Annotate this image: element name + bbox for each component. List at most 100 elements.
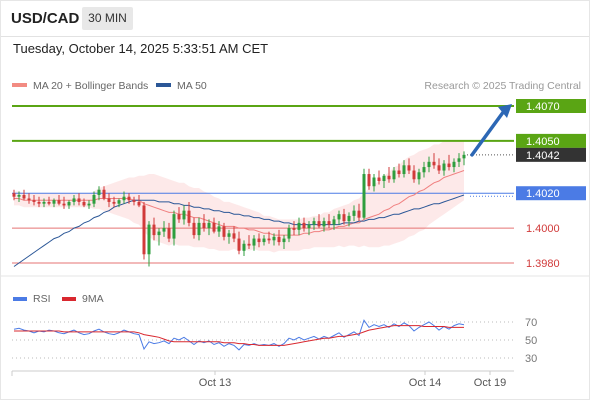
current-price-label-bg bbox=[516, 147, 586, 162]
candle-body bbox=[262, 238, 266, 243]
candle-body bbox=[27, 198, 31, 201]
current-price-label: 1.4042 bbox=[526, 150, 560, 162]
candle-body bbox=[22, 194, 26, 199]
ma50-line bbox=[13, 194, 465, 267]
candle-body bbox=[72, 198, 76, 202]
candle-body bbox=[182, 210, 186, 220]
candle-body bbox=[132, 200, 136, 202]
candle-body bbox=[197, 222, 201, 236]
candle-body bbox=[117, 200, 121, 204]
candle-body bbox=[17, 194, 21, 197]
candle-body bbox=[152, 224, 156, 236]
candle-body bbox=[162, 228, 166, 232]
level-label-1-4050-bg bbox=[516, 133, 586, 148]
candle-body bbox=[52, 200, 56, 204]
candle-body bbox=[452, 161, 456, 168]
candle-body bbox=[387, 175, 391, 180]
candle-body bbox=[352, 210, 356, 216]
candle-body bbox=[407, 165, 411, 171]
candle-body bbox=[272, 236, 276, 241]
candle-body bbox=[187, 210, 191, 223]
candle-body bbox=[217, 226, 221, 232]
candle-body bbox=[317, 221, 321, 227]
candle-body bbox=[232, 233, 236, 239]
candle-body bbox=[362, 174, 366, 218]
candle-body bbox=[12, 193, 16, 197]
candle-body bbox=[277, 236, 281, 243]
candle-body bbox=[437, 165, 441, 171]
candle-body bbox=[142, 205, 146, 255]
candle-body bbox=[357, 210, 361, 218]
rsi-tick-70: 70 bbox=[525, 317, 537, 329]
candle-body bbox=[442, 163, 446, 171]
candle-body bbox=[427, 161, 431, 168]
rsi-swatch bbox=[13, 297, 27, 301]
rsi-ma9-line bbox=[14, 325, 464, 346]
bollinger-band bbox=[14, 140, 464, 253]
candle-body bbox=[397, 170, 401, 175]
candle-body bbox=[37, 201, 41, 204]
candle-body bbox=[342, 214, 346, 222]
arrow-up-right-icon bbox=[470, 104, 512, 157]
level-label-1-4020-bg bbox=[516, 186, 586, 201]
candle-body bbox=[307, 224, 311, 229]
candle-body bbox=[322, 221, 326, 227]
candle-body bbox=[177, 214, 181, 220]
candle-body bbox=[227, 233, 231, 237]
timestamp: Tuesday, October 14, 2025 5:33:51 AM CET bbox=[13, 41, 269, 56]
rsi-tick-30: 30 bbox=[525, 353, 537, 365]
rsi-line bbox=[13, 319, 465, 351]
level-label-1-3980: 1.3980 bbox=[526, 258, 560, 270]
x-tick-label-oct-13: Oct 13 bbox=[199, 377, 231, 389]
candle-body bbox=[347, 215, 351, 222]
candle-body bbox=[367, 174, 371, 187]
candle-body bbox=[122, 196, 126, 201]
candle-body bbox=[282, 238, 286, 243]
ma20-swatch bbox=[12, 83, 27, 88]
candle-body bbox=[207, 222, 211, 229]
candle-body bbox=[147, 224, 151, 255]
candle-body bbox=[412, 170, 416, 180]
candle-body bbox=[167, 228, 171, 239]
candle-body bbox=[237, 238, 241, 251]
header-divider bbox=[0, 36, 590, 37]
chart-header: USD/CAD 30 MIN bbox=[0, 0, 590, 36]
candle-body bbox=[287, 228, 291, 239]
candle-body bbox=[32, 200, 36, 202]
rsi-tick-50: 50 bbox=[525, 335, 537, 347]
candle-body bbox=[82, 201, 86, 206]
candle-body bbox=[242, 243, 246, 251]
candle-body bbox=[432, 161, 436, 166]
candle-body bbox=[102, 189, 106, 199]
candle-body bbox=[327, 221, 331, 225]
candle-body bbox=[157, 231, 161, 236]
timeframe-badge[interactable]: 30 MIN bbox=[82, 7, 133, 30]
candle-body bbox=[77, 198, 81, 202]
candle-body bbox=[457, 158, 461, 162]
candle-body bbox=[222, 226, 226, 237]
candle-body bbox=[402, 165, 406, 175]
candle-body bbox=[417, 172, 421, 180]
candle-body bbox=[127, 196, 131, 201]
candle-body bbox=[337, 214, 341, 220]
level-label-1-4000: 1.4000 bbox=[526, 223, 560, 235]
candle-body bbox=[267, 238, 271, 241]
candle-body bbox=[67, 201, 71, 206]
candle-body bbox=[377, 177, 381, 182]
candle-body bbox=[47, 201, 51, 204]
candle-body bbox=[292, 228, 296, 230]
candle-body bbox=[257, 238, 261, 243]
candle-body bbox=[332, 219, 336, 225]
candle-body bbox=[172, 214, 176, 239]
candle-body bbox=[192, 222, 196, 236]
candle-body bbox=[422, 167, 426, 173]
source-credit: Research © 2025 Trading Central bbox=[424, 80, 581, 92]
candle-body bbox=[57, 200, 61, 204]
candle-body bbox=[87, 203, 91, 206]
candle-body bbox=[372, 177, 376, 187]
legend-ma50: MA 50 bbox=[156, 80, 207, 92]
candle-body bbox=[302, 222, 306, 229]
candle-body bbox=[382, 175, 386, 182]
